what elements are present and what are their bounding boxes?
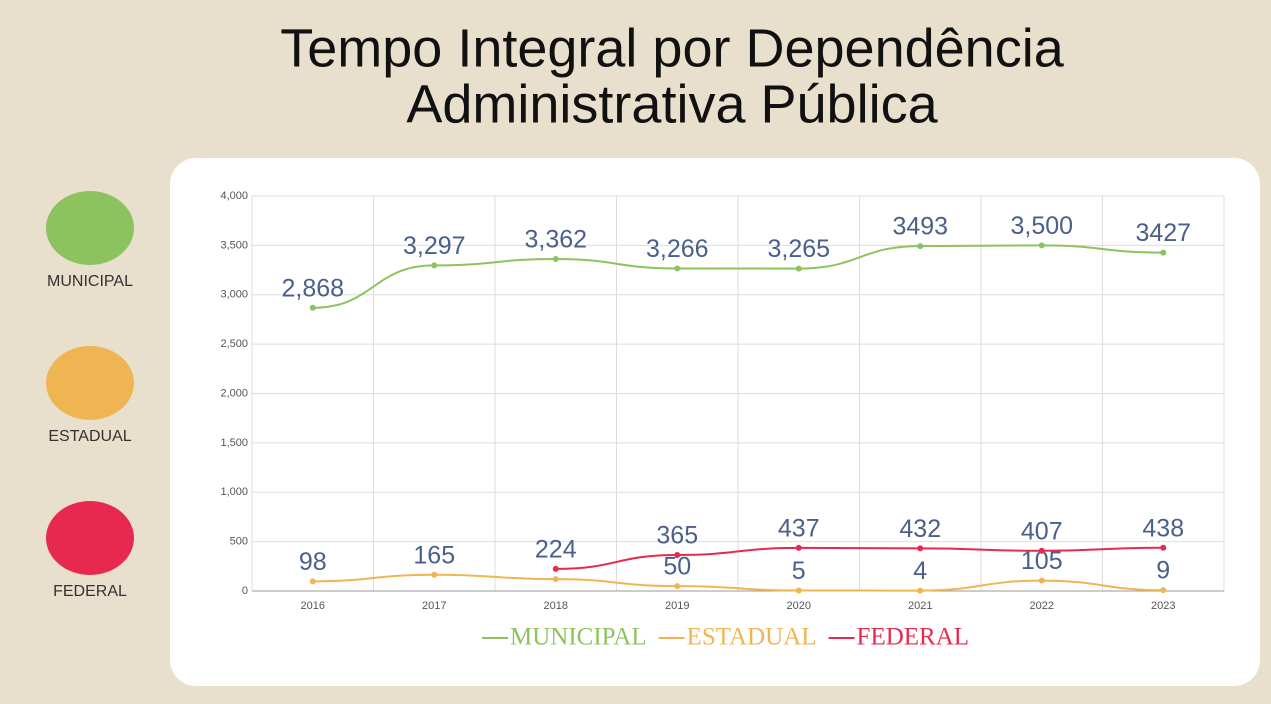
legend-label: MUNICIPAL bbox=[510, 624, 647, 651]
data-label: 2,868 bbox=[281, 274, 344, 302]
data-label: 3,362 bbox=[524, 226, 587, 254]
data-point bbox=[431, 571, 438, 578]
y-tick-label: 1,500 bbox=[220, 437, 248, 449]
x-tick-label: 2020 bbox=[787, 600, 811, 612]
y-tick-label: 3,500 bbox=[220, 239, 248, 251]
data-point bbox=[795, 265, 802, 272]
data-label: 4 bbox=[913, 557, 927, 585]
panel bbox=[170, 158, 1260, 686]
data-point bbox=[1038, 242, 1045, 249]
y-tick-label: 2,000 bbox=[220, 387, 248, 399]
data-label: 165 bbox=[413, 541, 455, 569]
data-point bbox=[309, 304, 316, 311]
data-point bbox=[674, 551, 681, 558]
data-point bbox=[431, 262, 438, 269]
data-point bbox=[309, 578, 316, 585]
y-tick-label: 4,000 bbox=[220, 190, 248, 202]
data-label: 3,500 bbox=[1010, 212, 1073, 240]
data-label: 224 bbox=[535, 535, 577, 563]
data-label: 3,297 bbox=[403, 232, 466, 260]
data-label: 9 bbox=[1156, 557, 1170, 585]
y-tick-label: 0 bbox=[242, 585, 248, 597]
x-tick-label: 2023 bbox=[1151, 600, 1175, 612]
y-tick-label: 3,000 bbox=[220, 289, 248, 301]
legend-swatch bbox=[46, 346, 134, 420]
data-point bbox=[552, 256, 559, 263]
data-label: 98 bbox=[299, 548, 327, 576]
series-line bbox=[555, 546, 1164, 570]
data-point bbox=[1160, 544, 1167, 551]
data-label: 407 bbox=[1021, 517, 1063, 545]
data-label: 3,266 bbox=[646, 235, 709, 263]
data-label: 3,265 bbox=[767, 235, 830, 263]
legend-label: ESTADUAL bbox=[687, 624, 817, 651]
y-tick-label: 2,500 bbox=[220, 338, 248, 350]
data-point bbox=[1038, 547, 1045, 554]
y-tick-label: 1,000 bbox=[220, 486, 248, 498]
series-line bbox=[312, 244, 1164, 309]
data-point bbox=[674, 265, 681, 272]
data-point bbox=[795, 544, 802, 551]
chart-subtitle: Administrativa Pública bbox=[406, 74, 938, 134]
x-tick-label: 2018 bbox=[544, 600, 568, 612]
legend-label: FEDERAL bbox=[53, 583, 127, 600]
data-label: 365 bbox=[656, 522, 698, 550]
x-tick-label: 2016 bbox=[301, 600, 325, 612]
legend-swatch bbox=[46, 501, 134, 575]
data-point bbox=[795, 587, 802, 594]
data-point bbox=[552, 576, 559, 583]
series-line bbox=[312, 573, 1164, 592]
data-label: 437 bbox=[778, 514, 820, 542]
x-tick-label: 2019 bbox=[665, 600, 689, 612]
data-point bbox=[1160, 587, 1167, 594]
data-label: 3493 bbox=[892, 213, 948, 241]
data-point bbox=[674, 583, 681, 590]
data-point bbox=[552, 565, 559, 572]
legend-label: ESTADUAL bbox=[48, 428, 131, 445]
data-label: 5 bbox=[792, 557, 806, 585]
data-label: 3427 bbox=[1135, 219, 1191, 247]
x-tick-label: 2021 bbox=[908, 600, 932, 612]
legend-swatch bbox=[46, 191, 134, 265]
data-point bbox=[917, 243, 924, 250]
data-label: 438 bbox=[1142, 514, 1184, 542]
data-point bbox=[917, 587, 924, 594]
data-label: 432 bbox=[899, 515, 941, 543]
legend-label: MUNICIPAL bbox=[47, 273, 133, 290]
data-point bbox=[1038, 577, 1045, 584]
y-tick-label: 500 bbox=[230, 536, 248, 548]
x-tick-label: 2017 bbox=[422, 600, 446, 612]
legend-label: FEDERAL bbox=[857, 624, 970, 651]
data-point bbox=[1160, 249, 1167, 256]
data-point bbox=[917, 545, 924, 552]
x-tick-label: 2022 bbox=[1030, 600, 1054, 612]
chart-title: Tempo Integral por Dependência bbox=[280, 18, 1064, 78]
